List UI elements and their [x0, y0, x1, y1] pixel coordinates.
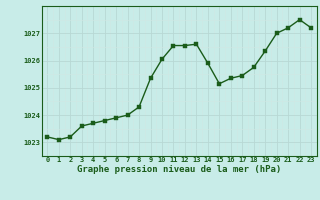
X-axis label: Graphe pression niveau de la mer (hPa): Graphe pression niveau de la mer (hPa) [77, 165, 281, 174]
